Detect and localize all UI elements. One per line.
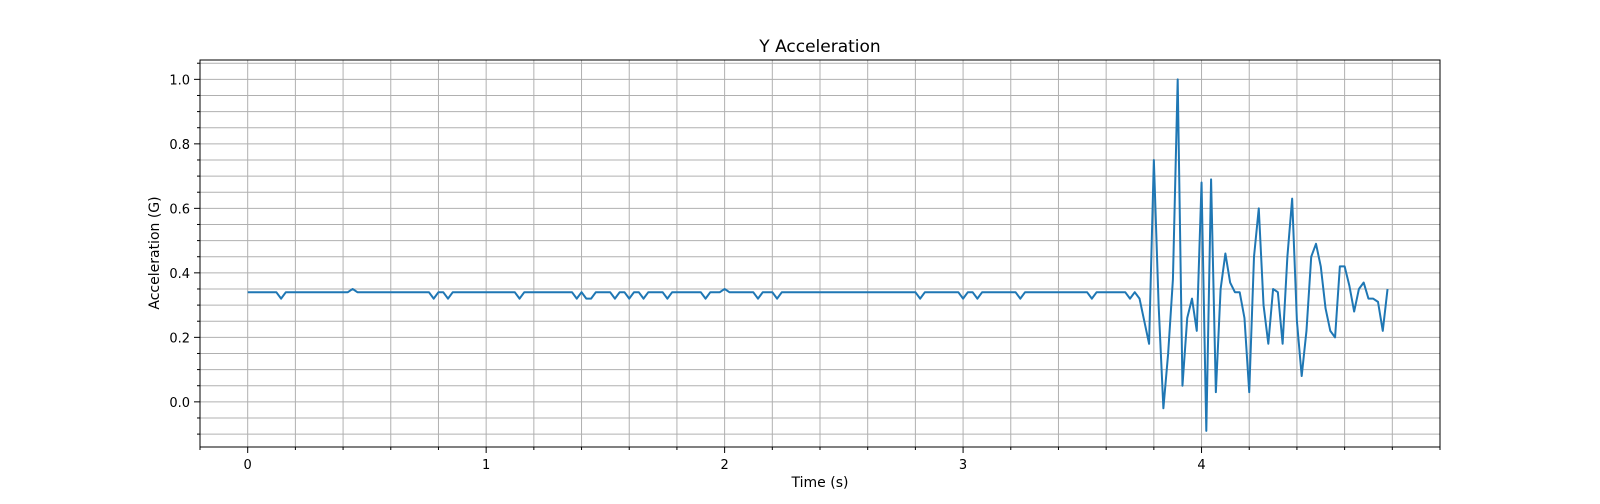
x-axis-label: Time (s) [791, 475, 849, 491]
x-tick-label: 1 [482, 458, 490, 473]
y-tick-label: 0.8 [169, 138, 190, 153]
y-tick-label: 0.0 [169, 396, 190, 411]
chart-title: Y Acceleration [758, 37, 880, 57]
acceleration-line [247, 78, 1389, 432]
y-tick-label: 1.0 [169, 73, 190, 88]
x-tick-label: 2 [720, 458, 728, 473]
y-tick-label: 0.6 [169, 202, 190, 217]
x-tick-label: 0 [244, 458, 252, 473]
series-layer [247, 78, 1389, 432]
y-axis-label: Acceleration (G) [147, 196, 163, 309]
axis-ticks: 0 1 2 3 4 0.0 0.2 0.4 0.6 0.8 1.0 [169, 62, 1441, 473]
plot-frame [199, 59, 1441, 448]
x-tick-label: 4 [1197, 458, 1205, 473]
y-tick-label: 0.4 [169, 267, 190, 282]
y-tick-label: 0.2 [169, 331, 190, 346]
x-tick-label: 3 [959, 458, 967, 473]
